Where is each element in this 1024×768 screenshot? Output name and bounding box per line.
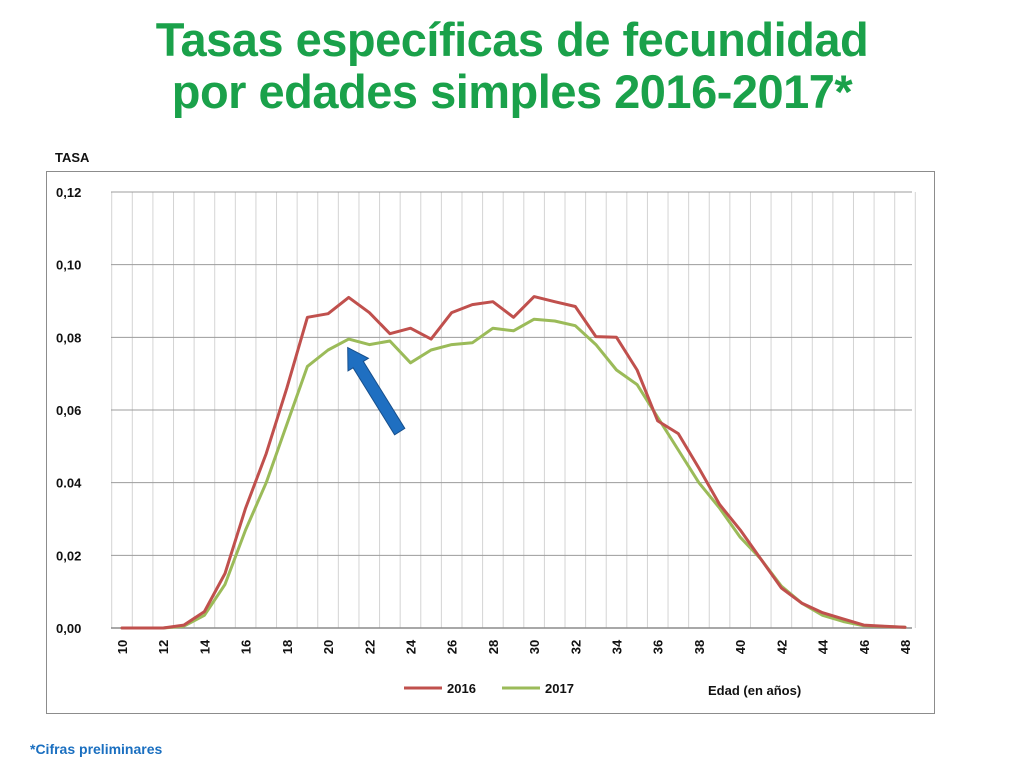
x-tick-label: 40 [733,640,748,654]
series-line-2016 [120,295,907,630]
y-tick-label: 0,12 [56,185,81,200]
chart-title: Tasas específicas de fecundidad por edad… [0,14,1024,118]
series-line-2017 [120,317,907,630]
y-axis-label: TASA [55,150,90,165]
x-tick-label: 26 [445,640,460,654]
x-tick-label: 16 [239,640,254,654]
y-tick-label: 0,02 [56,548,81,563]
x-tick-label: 46 [857,640,872,654]
annotation-arrow [347,346,406,436]
chart-title-line-1: Tasas específicas de fecundidad [155,13,869,66]
x-tick-label: 18 [280,640,295,654]
x-tick-label: 10 [115,640,130,654]
chart-title-line-2: por edades simples 2016-2017* [171,65,853,118]
x-tick-labels: 10 12 14 16 18 20 22 24 26 28 30 32 34 36 38 40 42 44 46 48 [115,639,913,654]
x-tick-label: 14 [197,639,212,654]
y-tick-label: 0,08 [56,330,81,345]
y-tick-labels: 0,00 0,02 0.04 0,06 0,08 0,10 0,12 [56,185,82,636]
horizontal-gridlines [111,191,912,629]
x-tick-label: 42 [774,640,789,654]
x-tick-label: 28 [486,640,501,654]
legend-label-2017: 2017 [545,681,574,696]
x-tick-label: 12 [156,640,171,654]
x-tick-label: 36 [651,640,666,654]
series-lines [120,295,907,630]
y-tick-label: 0,06 [56,403,81,418]
y-tick-label: 0.04 [56,476,82,491]
x-tick-label: 48 [898,640,913,654]
y-tick-label: 0,10 [56,258,81,273]
legend-label-2016: 2016 [447,681,476,696]
x-tick-label: 38 [692,640,707,654]
x-axis-label: Edad (en años) [708,683,801,698]
x-tick-label: 20 [321,640,336,654]
legend: 2016 2017 [404,681,574,696]
x-tick-label: 24 [403,639,418,654]
x-tick-label: 34 [610,639,625,654]
x-tick-label: 44 [816,639,831,654]
footnote: *Cifras preliminares [30,741,163,757]
arrow-shape [347,346,406,436]
x-tick-label: 22 [362,640,377,654]
y-tick-label: 0,00 [56,621,81,636]
x-tick-label: 30 [527,640,542,654]
x-tick-label: 32 [568,640,583,654]
